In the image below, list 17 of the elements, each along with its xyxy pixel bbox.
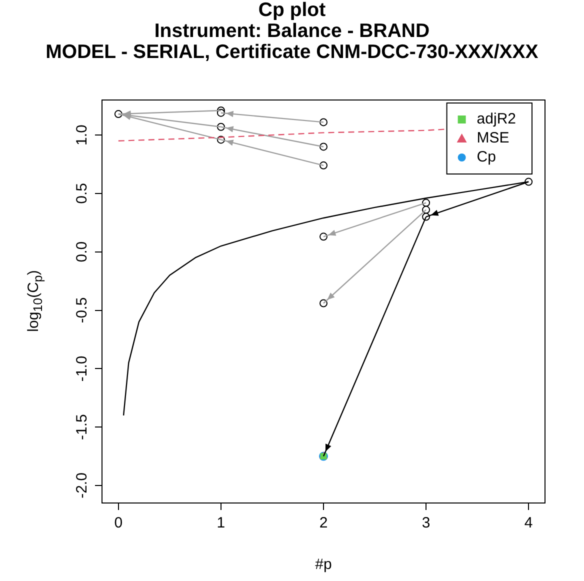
- x-axis-title: #p: [314, 556, 333, 573]
- chart-title: Cp plot Instrument: Balance - BRAND MODEL - SERIAL, Certificate CNM-DCC-730-XXX/XXX: [44, 0, 540, 63]
- x-tick-label: 0: [114, 514, 123, 532]
- y-tick-label: -2.0: [74, 472, 91, 498]
- x-tick-label: 1: [216, 514, 226, 532]
- legend-label: Cp: [476, 148, 496, 166]
- x-tick-label: 4: [524, 514, 533, 532]
- x-tick-label: 3: [422, 514, 430, 532]
- y-tick-label: 0.5: [74, 183, 91, 204]
- y-tick-label: -0.5: [74, 297, 91, 324]
- x-tick-label: 2: [319, 514, 328, 532]
- legend-label: MSE: [476, 130, 510, 147]
- y-tick-label: 1.0: [74, 124, 91, 146]
- y-tick-label: -1.5: [74, 414, 91, 440]
- y-tick-label: -1.0: [74, 356, 91, 382]
- y-tick-label: 0.0: [74, 241, 91, 262]
- legend-label: adjR2: [476, 110, 516, 128]
